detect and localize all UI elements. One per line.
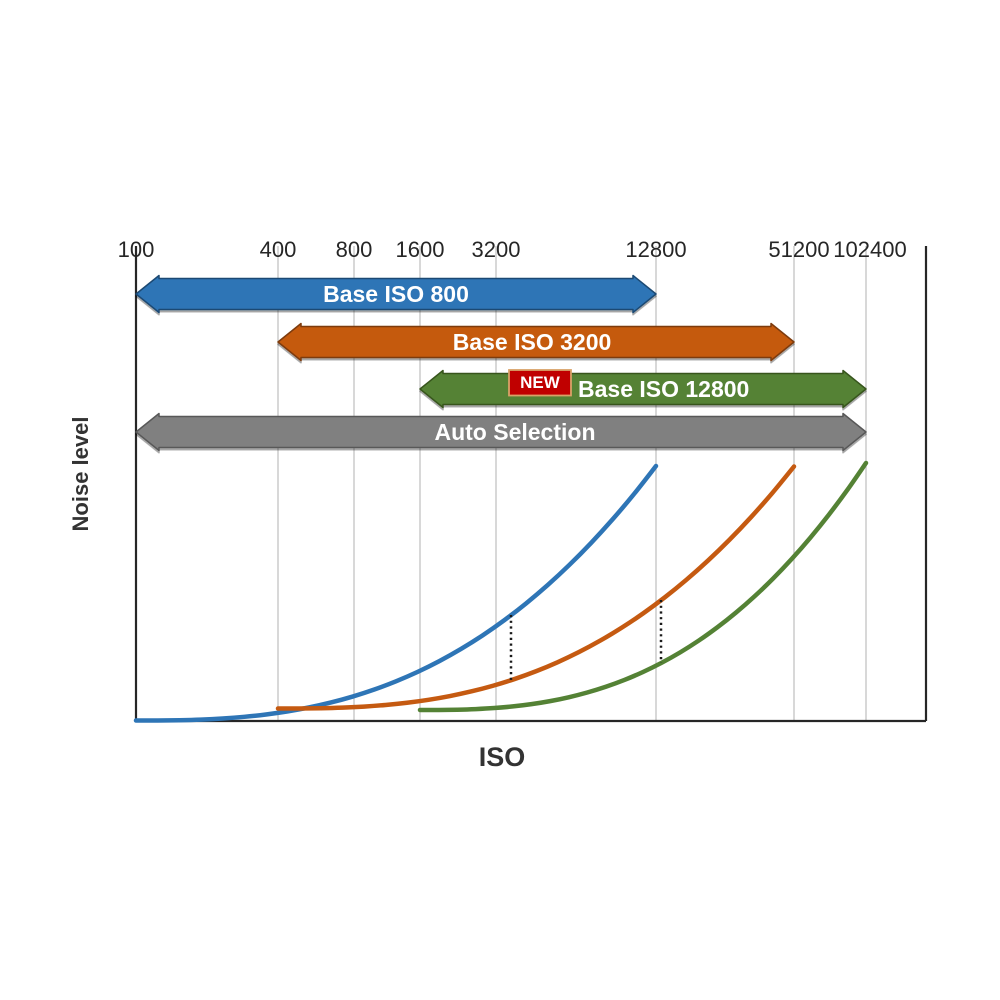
svg-text:Base ISO 800: Base ISO 800 — [323, 281, 469, 307]
svg-text:Auto Selection: Auto Selection — [434, 419, 595, 445]
svg-text:Base ISO 12800: Base ISO 12800 — [578, 376, 749, 402]
svg-text:400: 400 — [260, 237, 297, 262]
svg-text:100: 100 — [118, 237, 155, 262]
svg-text:12800: 12800 — [625, 237, 686, 262]
svg-text:3200: 3200 — [472, 237, 521, 262]
svg-text:ISO: ISO — [479, 742, 526, 772]
svg-text:Noise level: Noise level — [68, 417, 93, 532]
svg-text:800: 800 — [336, 237, 373, 262]
svg-text:Base ISO 3200: Base ISO 3200 — [453, 329, 612, 355]
svg-text:NEW: NEW — [520, 373, 561, 392]
svg-text:102400: 102400 — [833, 237, 906, 262]
svg-text:1600: 1600 — [396, 237, 445, 262]
svg-text:51200: 51200 — [768, 237, 829, 262]
